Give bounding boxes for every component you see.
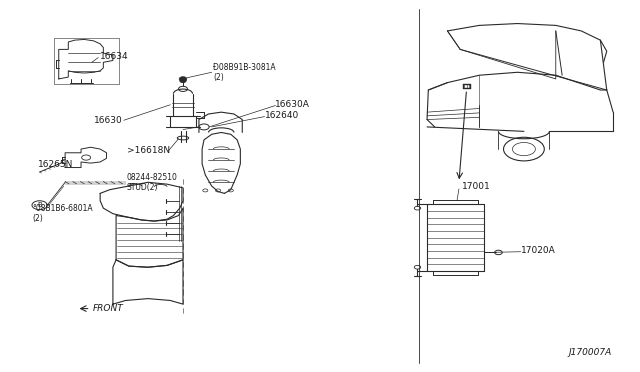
Text: °08B1B6-6801A
(2): °08B1B6-6801A (2) [32,204,93,224]
Text: >16618N: >16618N [127,147,170,155]
Circle shape [180,79,186,83]
Text: 17001: 17001 [462,182,491,191]
Text: 16265N: 16265N [38,160,74,169]
Text: 16630: 16630 [93,116,122,125]
Text: 162640: 162640 [264,110,299,120]
Text: J170007A: J170007A [568,349,612,357]
Text: 08244-82510
STUD(2): 08244-82510 STUD(2) [127,173,178,192]
Text: 16630A: 16630A [275,100,310,109]
Text: Ð08B91B-3081A
(2): Ð08B91B-3081A (2) [213,62,276,82]
Text: 17020A: 17020A [521,246,556,255]
Text: B: B [37,202,42,208]
Text: 16634: 16634 [100,52,129,61]
Text: FRONT: FRONT [93,304,124,313]
Circle shape [179,77,187,81]
